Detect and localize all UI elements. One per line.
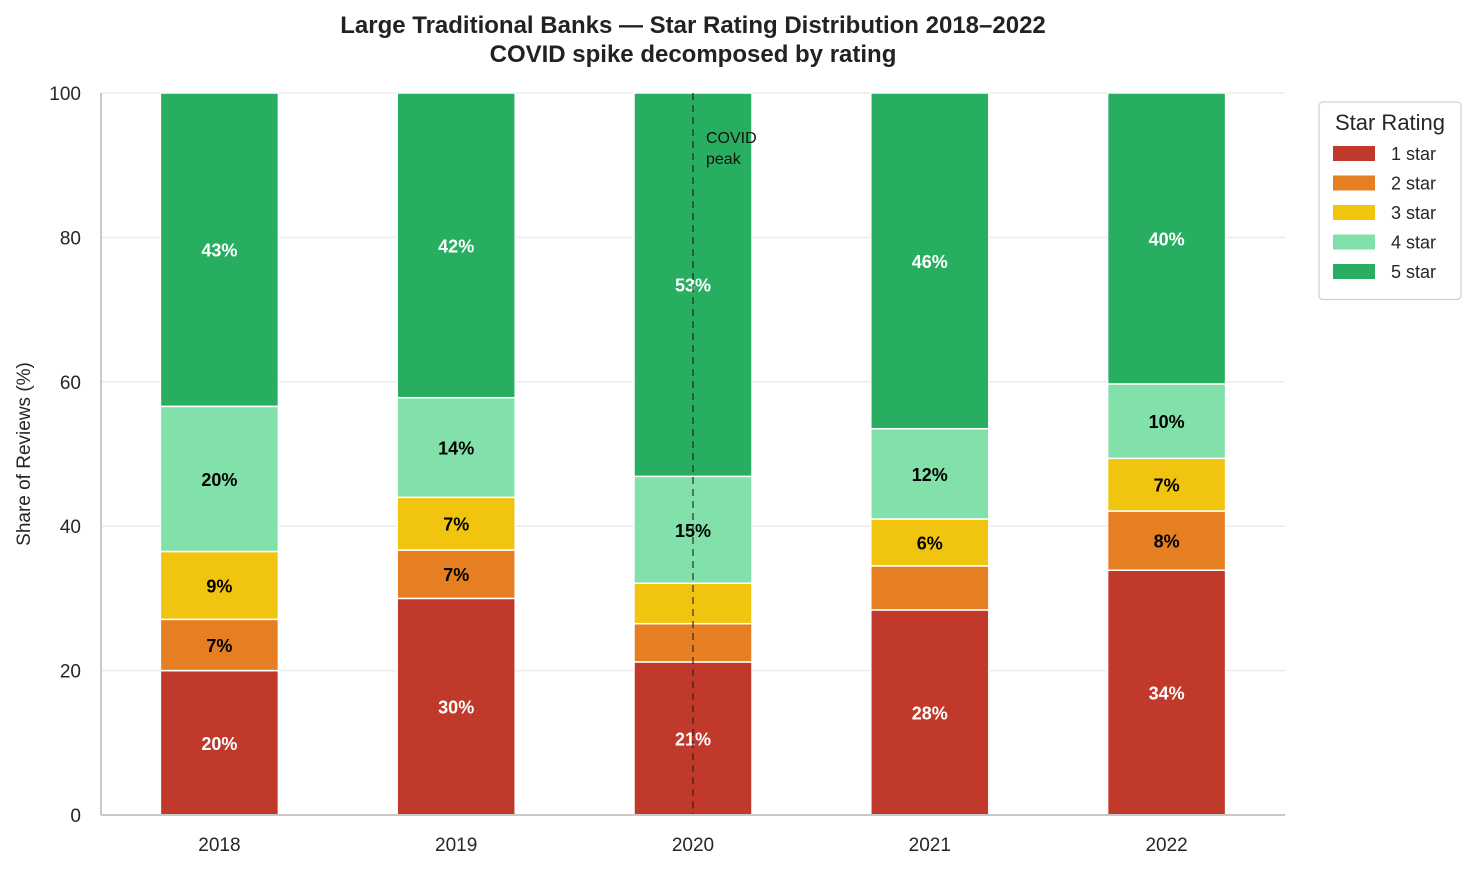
data-label-2019-1star: 30%: [438, 698, 474, 718]
data-label-2019-4star: 14%: [438, 439, 474, 459]
bar-2019-4star: [396, 396, 516, 499]
bar-2021-1star: [870, 609, 990, 816]
segment-labels: 20%7%9%20%43%30%7%7%14%42%21%15%53%28%6%…: [201, 229, 1184, 753]
y-tick-label-40: 40: [60, 517, 81, 538]
bar-2019-3star: [396, 496, 516, 551]
data-label-2019-2star: 7%: [443, 565, 469, 585]
y-tick-label-100: 100: [49, 84, 81, 105]
covid-peak-label: COVID: [706, 130, 757, 147]
bar-2018-5star: [159, 92, 280, 408]
legend-swatch-4star: [1333, 234, 1375, 250]
bar-2018-3star: [159, 550, 280, 621]
legend-swatch-2star: [1333, 175, 1375, 191]
legend-swatch-1star: [1333, 146, 1375, 161]
data-label-2021-3star: 6%: [917, 533, 943, 553]
legend-swatch-3star: [1333, 205, 1375, 220]
y-tick-label-60: 60: [60, 373, 81, 394]
data-label-2021-1star: 28%: [912, 703, 948, 723]
data-label-2018-3star: 9%: [206, 576, 232, 596]
bar-2022-1star: [1106, 569, 1227, 816]
legend-title: Star Rating: [1335, 110, 1445, 135]
legend-label-5star: 5 star: [1391, 262, 1436, 282]
data-label-2018-1star: 20%: [201, 734, 237, 754]
legend-label-2star: 2 star: [1391, 174, 1436, 194]
data-label-2019-3star: 7%: [443, 515, 469, 535]
data-label-2018-5star: 43%: [201, 241, 237, 261]
chart-subtitle: COVID spike decomposed by rating: [490, 41, 897, 68]
y-tick-label-20: 20: [60, 662, 81, 683]
axes: 0 20 40 60 80 100 2018 2019 2020 2021 2022: [49, 84, 1285, 856]
bar-2019-5star: [396, 92, 516, 399]
y-tick-label-80: 80: [60, 228, 81, 249]
x-tick-label-2018: 2018: [198, 835, 240, 856]
bar-2021-2star: [870, 565, 990, 611]
data-label-2021-5star: 46%: [912, 252, 948, 272]
bar-2021-4star: [870, 427, 990, 520]
data-label-2020-1star: 21%: [675, 729, 711, 749]
legend-label-1star: 1 star: [1391, 144, 1436, 164]
bar-2021-5star: [870, 92, 990, 430]
data-label-2018-4star: 20%: [201, 470, 237, 490]
data-label-2021-4star: 12%: [912, 465, 948, 485]
covid-annotation: COVID peak: [692, 93, 757, 815]
bar-2022-2star: [1106, 510, 1227, 571]
bar-2019-2star: [396, 549, 516, 600]
x-tick-label-2020: 2020: [672, 835, 714, 856]
bar-2020-2star: [633, 622, 753, 663]
data-label-2022-1star: 34%: [1149, 684, 1185, 704]
y-axis-label: Share of Reviews (%): [14, 362, 35, 546]
x-tick-label-2021: 2021: [909, 835, 951, 856]
bar-2019-1star: [396, 597, 516, 816]
bar-2018-2star: [159, 618, 280, 672]
x-tick-label-2022: 2022: [1145, 835, 1187, 856]
legend-label-3star: 3 star: [1391, 203, 1436, 223]
x-tick-label-2019: 2019: [435, 835, 477, 856]
legend: Star Rating 1 star 2 star 3 star 4 star 5 sta…: [1318, 101, 1462, 301]
data-label-2022-3star: 7%: [1154, 476, 1180, 496]
covid-peak-label: peak: [706, 151, 742, 168]
data-label-2019-5star: 42%: [438, 236, 474, 256]
bar-2022-5star: [1106, 92, 1227, 385]
y-tick-label-0: 0: [70, 806, 81, 827]
data-label-2018-2star: 7%: [206, 636, 232, 656]
data-label-2022-2star: 8%: [1154, 532, 1180, 552]
legend-label-4star: 4 star: [1391, 233, 1436, 253]
chart-title: Large Traditional Banks — Star Rating Di…: [340, 12, 1046, 39]
legend-swatch-5star: [1333, 264, 1375, 279]
data-label-2022-4star: 10%: [1149, 412, 1185, 432]
bar-2022-3star: [1106, 457, 1227, 512]
data-label-2022-5star: 40%: [1149, 229, 1185, 249]
